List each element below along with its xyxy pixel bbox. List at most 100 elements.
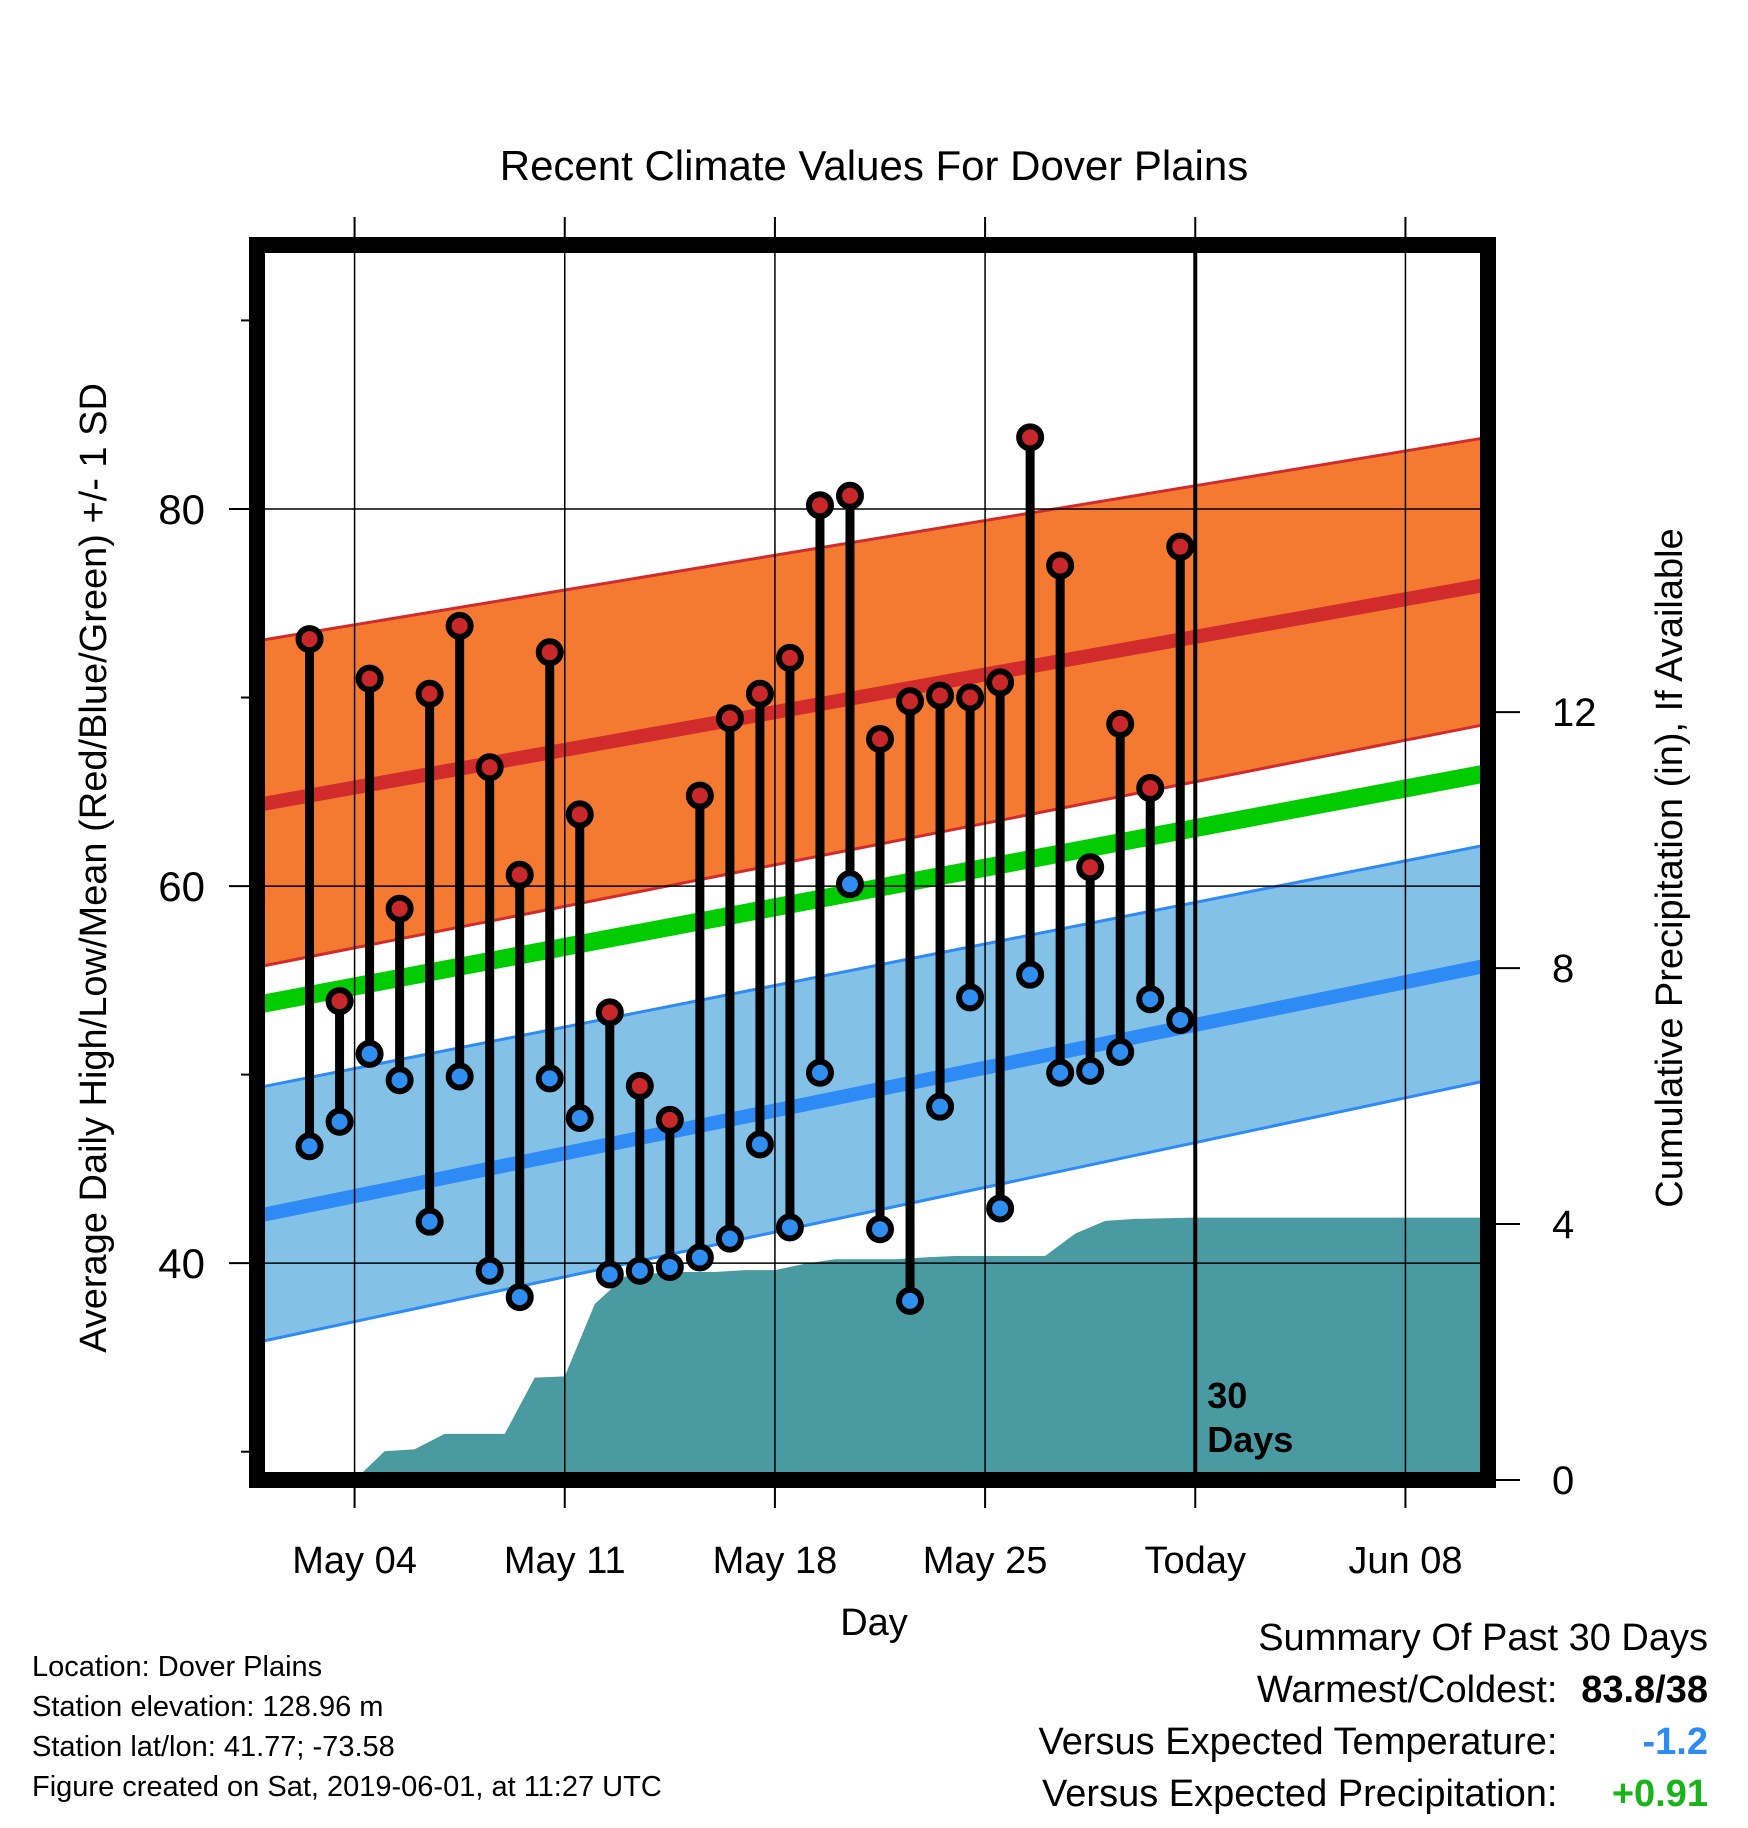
summary-temp-row: Versus Expected Temperature: -1.2 — [1039, 1716, 1708, 1768]
precip-label: Versus Expected Precipitation: — [1042, 1773, 1558, 1815]
y-axis-label: Average Daily High/Low/Mean (Red/Blue/Gr… — [73, 383, 115, 1353]
low-temp-point — [355, 1039, 384, 1068]
high-temp-point — [1016, 423, 1045, 452]
low-temp-point — [445, 1062, 474, 1091]
y-tick-label: 80 — [158, 486, 205, 533]
axes: May 04 May 11 May 18 May 25 Today Jun 0840608… — [158, 217, 1597, 1582]
high-temp-point — [1046, 551, 1075, 580]
low-temp-point — [715, 1224, 744, 1253]
created-text: Figure created on Sat, 2019-06-01, at 11… — [32, 1771, 662, 1803]
temp-value: -1.2 — [1642, 1721, 1708, 1763]
y-tick-label: 40 — [158, 1240, 205, 1287]
x-axis-label: Day — [840, 1602, 908, 1644]
high-temp-point — [835, 481, 864, 510]
low-temp-point — [1046, 1058, 1075, 1087]
high-temp-point — [866, 725, 895, 753]
station-info: Location: Dover Plains Station elevation… — [32, 1647, 662, 1807]
low-temp-point — [1106, 1037, 1135, 1066]
low-temp-point — [1076, 1056, 1105, 1085]
y-right-tick-label: 4 — [1552, 1203, 1574, 1247]
low-temp-point — [805, 1058, 834, 1087]
high-temp-point — [805, 491, 834, 520]
low-temp-point — [535, 1064, 564, 1093]
y-right-tick-label: 8 — [1552, 947, 1574, 991]
high-temp-point — [655, 1105, 684, 1134]
high-temp-point — [745, 679, 774, 708]
low-temp-point — [655, 1252, 684, 1281]
x-tick-label: Today — [1145, 1540, 1246, 1582]
low-temp-point — [385, 1066, 414, 1095]
today-days-label-text: Days — [1207, 1419, 1293, 1460]
low-temp-point — [956, 983, 985, 1012]
high-temp-point — [295, 625, 324, 654]
x-tick-label: May 25 — [923, 1540, 1048, 1582]
warmest-value: 83.8/38 — [1581, 1669, 1708, 1711]
x-tick-label: Jun 08 — [1348, 1540, 1462, 1582]
high-sd-band-upper-edge — [256, 435, 1489, 643]
high-temp-point — [926, 681, 955, 710]
high-temp-point — [1076, 853, 1105, 882]
high-temp-point — [685, 781, 714, 810]
low-temp-point — [745, 1130, 774, 1159]
x-tick-label: May 11 — [504, 1540, 626, 1582]
low-temp-point — [986, 1194, 1015, 1223]
location-text: Location: Dover Plains — [32, 1651, 323, 1683]
y-tick-label: 60 — [158, 863, 205, 910]
high-temp-point — [1106, 709, 1135, 738]
low-temp-point — [595, 1260, 624, 1289]
summary-warmest-row: Warmest/Coldest: 83.8/38 — [1039, 1664, 1708, 1716]
precip-value: +0.91 — [1611, 1773, 1708, 1815]
high-temp-point — [445, 611, 474, 640]
low-temp-point — [475, 1256, 504, 1285]
high-temp-point — [325, 987, 354, 1016]
high-temp-point — [1136, 774, 1165, 803]
low-temp-point — [896, 1286, 925, 1315]
low-temp-point — [1136, 985, 1165, 1014]
high-temp-point — [625, 1071, 654, 1100]
low-temp-point — [415, 1207, 444, 1236]
low-temp-point — [835, 870, 864, 899]
low-temp-point — [926, 1092, 955, 1121]
latlon-text: Station lat/lon: 41.77; -73.58 — [32, 1731, 395, 1763]
low-temp-point — [1016, 960, 1045, 989]
low-temp-point — [625, 1256, 654, 1285]
high-temp-point — [535, 638, 564, 667]
y-axis-right-label: Cumulative Precipitation (in), If Availa… — [1649, 528, 1691, 1207]
normal-low-line — [255, 958, 1490, 1223]
low-temp-point — [775, 1213, 804, 1242]
high-temp-point — [385, 894, 414, 923]
elevation-text: Station elevation: 128.96 m — [32, 1691, 384, 1723]
plot-frame — [249, 237, 1496, 1488]
high-temp-point — [415, 679, 444, 708]
temp-label: Versus Expected Temperature: — [1038, 1721, 1558, 1763]
high-temp-point — [956, 683, 985, 712]
low-temp-point — [325, 1107, 354, 1136]
x-tick-label: May 18 — [713, 1540, 838, 1582]
high-temp-point — [505, 860, 534, 889]
high-temp-point — [986, 668, 1015, 697]
y-right-tick-label: 12 — [1552, 691, 1597, 735]
high-temp-point — [1166, 532, 1195, 561]
high-temp-point — [355, 664, 384, 693]
summary-title: Summary Of Past 30 Days — [1258, 1617, 1708, 1659]
low-temp-point — [505, 1283, 534, 1312]
x-tick-label: May 04 — [292, 1540, 417, 1582]
low-temp-point — [866, 1215, 895, 1244]
high-temp-point — [565, 800, 594, 829]
warmest-label: Warmest/Coldest: — [1256, 1669, 1558, 1711]
low-sd-band-lower-edge — [256, 1078, 1489, 1344]
high-temp-point — [775, 643, 804, 672]
today-days-label-number: 30 — [1207, 1375, 1247, 1416]
high-temp-point — [475, 753, 504, 782]
chart-title: Recent Climate Values For Dover Plains — [500, 142, 1249, 189]
low-temp-point — [295, 1132, 324, 1161]
y-right-tick-label: 0 — [1552, 1459, 1574, 1503]
low-temp-point — [1166, 1005, 1195, 1034]
high-temp-point — [715, 704, 744, 733]
low-temp-point — [685, 1243, 714, 1272]
summary-panel: Summary Of Past 30 Days Warmest/Coldest:… — [1039, 1612, 1708, 1820]
high-temp-point — [595, 998, 624, 1027]
high-temp-point — [896, 687, 925, 716]
